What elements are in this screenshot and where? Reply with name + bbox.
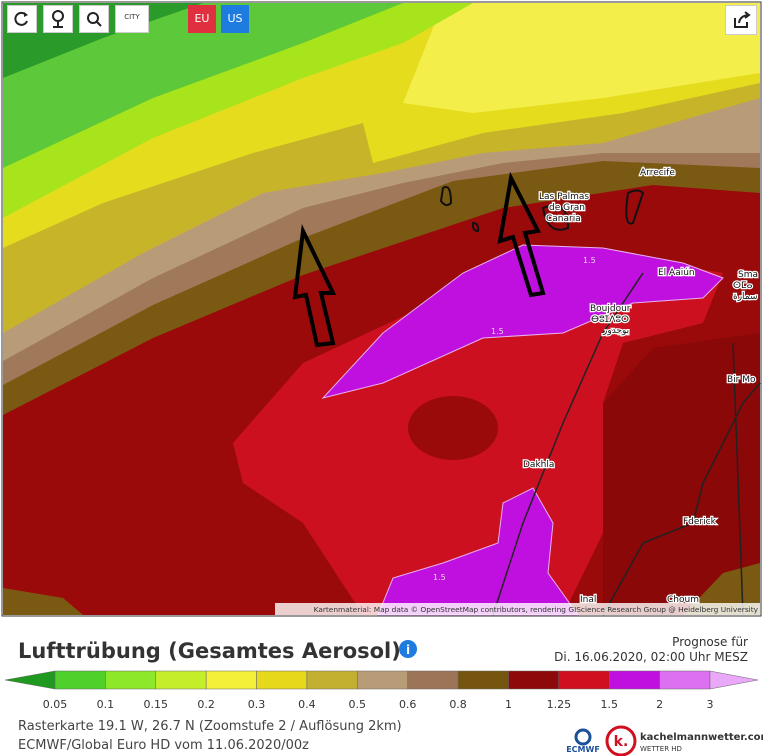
legend-box: [457, 670, 509, 690]
attribution-bg: [275, 603, 760, 615]
place: سمارة: [733, 292, 758, 302]
locate-button[interactable]: [43, 5, 73, 33]
title: Lufttrübung (Gesamtes Aerosol): [18, 639, 401, 663]
legend-label: 0.1: [97, 698, 115, 711]
forecast-time: Di. 16.06.2020, 02:00 Uhr MESZ: [554, 650, 748, 664]
region-button[interactable]: EU: [188, 5, 216, 33]
contour-label: 1.5: [491, 327, 504, 336]
legend-label: 0.2: [197, 698, 215, 711]
place: Fderick: [683, 517, 717, 527]
footer-line: Rasterkarte 19.1 W, 26.7 N (Zoomstufe 2 …: [18, 719, 402, 734]
ecmwf-logo: [574, 728, 592, 746]
legend-box: [105, 670, 157, 690]
place: Arrecife: [640, 168, 675, 178]
map-border: [1, 1, 762, 617]
place: Boujdour: [590, 304, 631, 314]
region: [377, 487, 579, 616]
place: Bir Mo: [727, 375, 756, 385]
icon: [14, 11, 28, 26]
legend-label: 1.25: [547, 698, 572, 711]
legend-box: [357, 670, 408, 690]
brand-k: k.: [614, 734, 629, 750]
legend-arrow: [709, 670, 759, 690]
legend-box: [508, 670, 560, 690]
place: Canaria: [546, 214, 581, 224]
arrow: [497, 171, 546, 298]
contour-label: 1.5: [433, 573, 446, 582]
road: [492, 272, 644, 616]
legend-label: 0.3: [248, 698, 266, 711]
place: de Gran: [549, 203, 585, 213]
legend-label: 3: [707, 698, 714, 711]
legend-label: 0.4: [298, 698, 316, 711]
region: [321, 244, 724, 399]
legend-arrow: [4, 670, 56, 690]
legend-label: 0.5: [349, 698, 367, 711]
region-button[interactable]: US: [221, 5, 249, 33]
legend-label: 1: [505, 698, 512, 711]
legend-box: [608, 670, 660, 690]
place: El Aaiún: [658, 268, 695, 278]
icon: [87, 12, 102, 27]
legend-box: [558, 670, 610, 690]
legend-box: [155, 670, 207, 690]
city-button[interactable]: CITY: [115, 5, 149, 33]
region: [408, 396, 498, 460]
border: [732, 342, 744, 616]
contour-label: 1.5: [583, 256, 596, 265]
arrow: [292, 223, 337, 348]
legend-box: [659, 670, 711, 690]
map: Arrecife Las Palmas de Gran Canaria El A…: [3, 3, 761, 616]
place: بوجدور: [602, 326, 629, 336]
brand-sub: WETTER HD: [640, 745, 682, 753]
road: [602, 382, 761, 616]
place: ⴱⵓⵊⴷⵓⵔ: [591, 315, 629, 325]
legend-label: 1.5: [600, 698, 618, 711]
legend-label: 0.8: [449, 698, 467, 711]
info-icon[interactable]: i: [406, 643, 410, 657]
reload-button[interactable]: [7, 5, 37, 33]
place: ⵙⵎⴰ: [733, 281, 753, 291]
legend-label: 2: [656, 698, 663, 711]
attribution: Kartenmaterial: Map data © OpenStreetMap…: [314, 605, 759, 614]
icon: [52, 10, 64, 28]
legend-label: 0.05: [43, 698, 68, 711]
legend-box: [256, 670, 308, 690]
legend: 0.05 0.1 0.15 0.2 0.3 0.4 0.5 0.6 0.8 1 1.25 1.5 2 3: [4, 670, 759, 711]
legend-label: 0.15: [144, 698, 169, 711]
band: [403, 3, 760, 113]
islands: [439, 186, 645, 233]
legend-box: [54, 670, 106, 690]
info-button[interactable]: [399, 640, 417, 658]
region: [683, 563, 760, 615]
region: [3, 588, 83, 615]
legend-label: 0.6: [399, 698, 417, 711]
legend-box: [407, 670, 459, 690]
place: Dakhla: [523, 460, 554, 470]
ecmwf-text: ECMWF: [566, 745, 600, 754]
footer-line: ECMWF/Global Euro HD vom 11.06.2020/00z: [18, 738, 309, 753]
forecast-label: Prognose für: [672, 635, 748, 649]
place: Las Palmas: [539, 192, 589, 202]
place: Sma: [738, 270, 758, 280]
share-button[interactable]: [725, 5, 757, 35]
legend-box: [205, 670, 257, 690]
icon: [734, 11, 751, 28]
brand-logo: [605, 725, 637, 756]
band: [3, 3, 403, 168]
legend-box: [306, 670, 358, 690]
zoom-button[interactable]: [79, 5, 109, 33]
brand: kachelmannwetter.com: [640, 732, 763, 743]
